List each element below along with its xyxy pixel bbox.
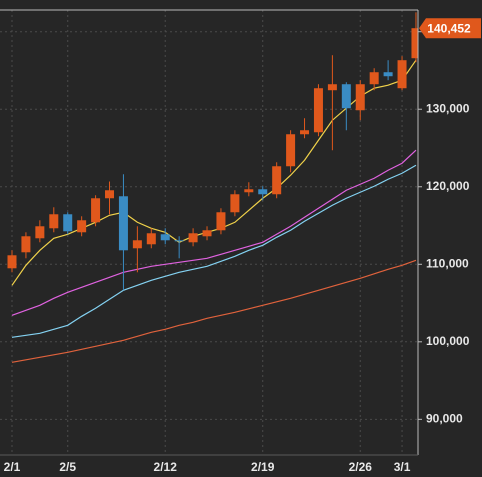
candle-body: [132, 240, 142, 249]
x-tick-label: 2/5: [59, 460, 76, 474]
x-tick-label: 2/26: [349, 460, 373, 474]
candle-body: [244, 189, 254, 193]
moving-average-line: [11, 259, 417, 363]
moving-average-line: [11, 164, 417, 338]
candle-body: [202, 230, 212, 237]
plot-area: [7, 12, 418, 363]
candle-body: [258, 189, 268, 195]
candle-body: [118, 196, 128, 251]
y-tick-label: 110,000: [426, 256, 469, 270]
candle-body: [286, 134, 296, 167]
y-tick-label: 100,000: [426, 334, 470, 348]
candle-body: [105, 190, 115, 199]
last-price-tag: 140,452: [419, 18, 481, 39]
candle-body: [49, 214, 59, 229]
y-tick-label: 120,000: [426, 179, 470, 193]
candle-body: [91, 198, 101, 223]
candle-body: [35, 226, 45, 239]
candle-body: [383, 72, 393, 77]
candle-body: [272, 166, 282, 195]
candle-body: [63, 214, 73, 232]
moving-average-line: [11, 59, 417, 286]
grid: [0, 10, 418, 455]
candle-body: [369, 72, 379, 85]
candle-body: [174, 240, 184, 242]
x-tick-label: 3/1: [394, 460, 411, 474]
axes: 90,000100,000110,000120,000130,000140,00…: [4, 18, 481, 474]
candle-body: [327, 84, 337, 91]
candle-body: [411, 28, 418, 59]
candle-body: [21, 236, 31, 253]
candle-body: [77, 220, 87, 233]
last-price-label: 140,452: [427, 21, 471, 35]
candle-body: [397, 60, 407, 89]
candle-body: [7, 255, 17, 269]
candle-body: [355, 84, 365, 111]
candle-body: [146, 233, 156, 245]
moving-average-line: [11, 149, 417, 316]
candle-body: [300, 130, 310, 135]
candle-body: [230, 194, 240, 213]
x-tick-label: 2/1: [4, 460, 21, 474]
candle-body: [216, 212, 226, 231]
x-tick-label: 2/19: [251, 460, 275, 474]
candle-body: [188, 233, 198, 243]
candle-body: [160, 234, 170, 241]
y-tick-label: 90,000: [426, 412, 463, 426]
candle-body: [313, 88, 323, 133]
last-price-tag-shape: [419, 18, 481, 39]
x-tick-label: 2/12: [154, 460, 178, 474]
y-tick-label: 130,000: [426, 101, 470, 115]
candle-body: [341, 84, 351, 109]
